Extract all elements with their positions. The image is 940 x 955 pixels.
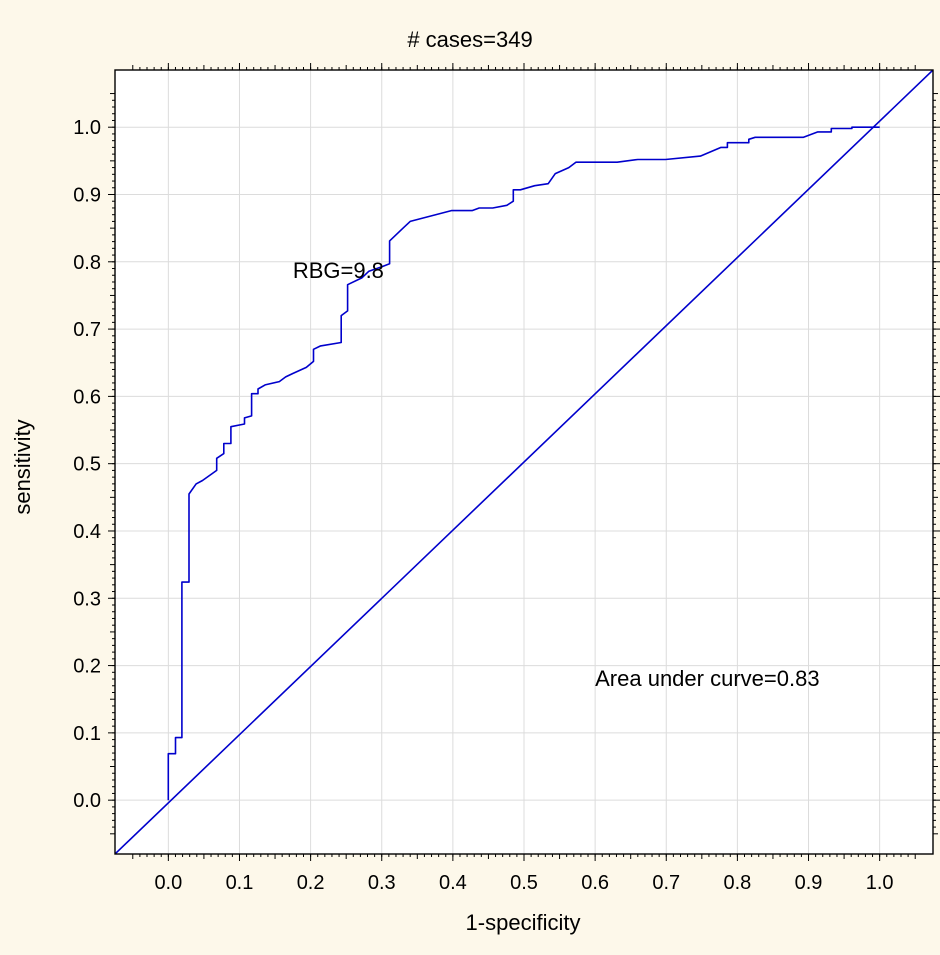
y-tick-label: 0.7: [73, 319, 101, 341]
reference-diagonal-line: [115, 70, 933, 854]
chart-annotation: RBG=9.8: [293, 258, 384, 283]
x-tick-label: 1.0: [866, 872, 894, 894]
roc-curve-line: [167, 126, 880, 801]
y-tick-label: 0.6: [73, 386, 101, 408]
grid: [115, 70, 933, 854]
x-tick-label: 0.4: [439, 872, 467, 894]
x-tick-label: 0.2: [297, 872, 325, 894]
chart-annotation: Area under curve=0.83: [595, 666, 819, 691]
y-tick-label: 0.2: [73, 656, 101, 678]
y-tick-label: 0.4: [73, 521, 101, 543]
series-group: [115, 70, 933, 854]
x-tick-label: 0.5: [510, 872, 538, 894]
x-tick-label: 0.1: [226, 872, 254, 894]
plot-frame: [114, 69, 934, 855]
x-tick-label: 0.7: [652, 872, 680, 894]
y-axis-label: sensitivity: [10, 419, 35, 514]
x-tick-label: 0.3: [368, 872, 396, 894]
x-tick-label: 0.0: [154, 872, 182, 894]
x-tick-label: 0.9: [795, 872, 823, 894]
y-tick-label: 0.3: [73, 588, 101, 610]
y-tick-label: 1.0: [73, 117, 101, 139]
y-tick-label: 0.0: [73, 790, 101, 812]
x-tick-label: 0.8: [723, 872, 751, 894]
y-tick-label: 0.1: [73, 723, 101, 745]
y-tick-label: 0.9: [73, 184, 101, 206]
x-tick-label: 0.6: [581, 872, 609, 894]
annotations: RBG=9.8 Area under curve=0.83: [293, 258, 820, 691]
chart-title: # cases=349: [407, 27, 532, 52]
y-tick-label: 0.5: [73, 454, 101, 476]
y-tick-label: 0.8: [73, 252, 101, 274]
x-axis-label: 1-specificity: [466, 910, 581, 935]
